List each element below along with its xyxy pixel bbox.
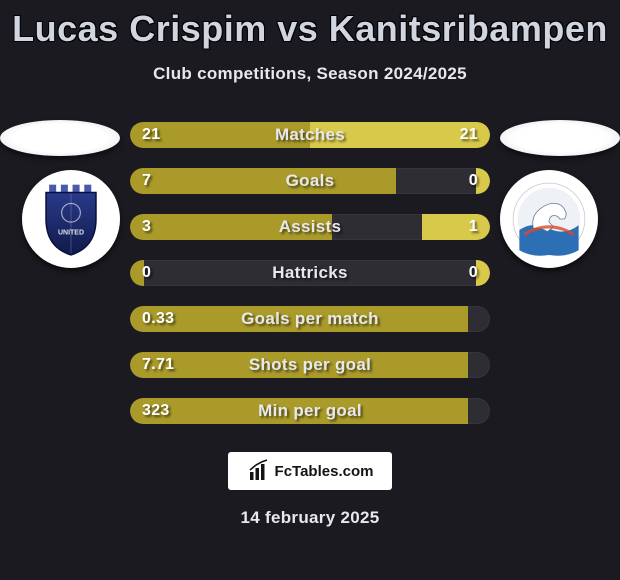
subtitle: Club competitions, Season 2024/2025 (0, 64, 620, 84)
brand-label: FcTables.com (275, 463, 374, 480)
stat-label: Min per goal (130, 398, 490, 424)
stat-value-left: 7 (130, 168, 163, 194)
page-title: Lucas Crispim vs Kanitsribampen (0, 8, 620, 50)
stat-value-left: 7.71 (130, 352, 186, 378)
comparison-stage: UNITED Matches21 21 Goals7 0 Assists3 1 Hattri… (0, 110, 620, 440)
stat-label: Hattricks (130, 260, 490, 286)
chart-icon (247, 459, 271, 483)
brand-card: FcTables.com (228, 452, 392, 490)
crest-icon (510, 180, 588, 258)
platform-left (0, 120, 120, 156)
stat-row: Min per goal323 (130, 398, 490, 424)
stat-value-right: 0 (457, 260, 490, 286)
stat-bars: Matches2121Goals70Assists31Hattricks00Go… (130, 122, 490, 444)
stat-value-left: 323 (130, 398, 182, 424)
stat-label: Goals (130, 168, 490, 194)
stat-row: Goals per match0.33 (130, 306, 490, 332)
stat-label: Matches (130, 122, 490, 148)
stat-row: Matches21 21 (130, 122, 490, 148)
stat-value-left: 3 (130, 214, 163, 240)
stat-value-left: 0.33 (130, 306, 186, 332)
stat-row: Shots per goal7.71 (130, 352, 490, 378)
stat-row: Goals7 0 (130, 168, 490, 194)
stat-row: Assists3 1 (130, 214, 490, 240)
date-label: 14 february 2025 (0, 508, 620, 528)
stat-row: Hattricks0 0 (130, 260, 490, 286)
club-badge-right (500, 170, 598, 268)
club-badge-left: UNITED (22, 170, 120, 268)
stat-value-right: 1 (457, 214, 490, 240)
stat-value-left: 0 (130, 260, 163, 286)
stat-value-left: 21 (130, 122, 172, 148)
svg-text:UNITED: UNITED (58, 230, 84, 237)
stat-value-right: 21 (448, 122, 490, 148)
platform-right (500, 120, 620, 156)
stat-label: Assists (130, 214, 490, 240)
shield-icon: UNITED (32, 180, 110, 258)
stat-value-right: 0 (457, 168, 490, 194)
